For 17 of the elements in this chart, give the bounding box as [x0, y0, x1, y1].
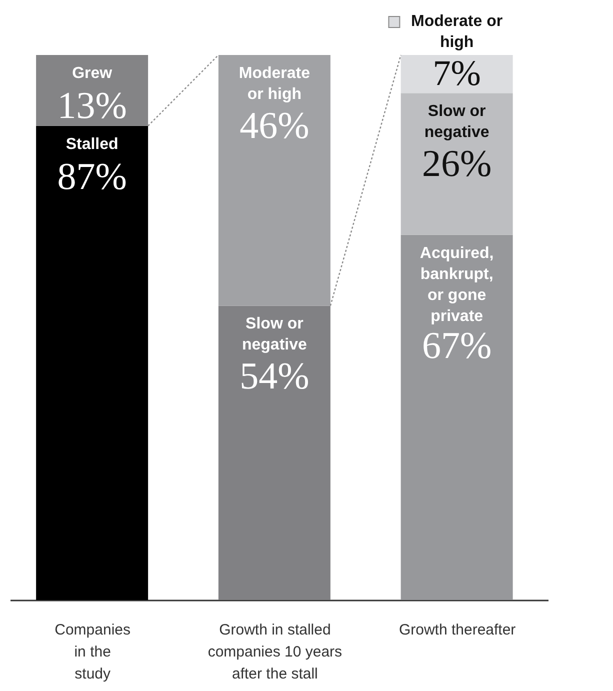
data-label: 67% — [422, 324, 492, 367]
data-label: 87% — [57, 156, 127, 198]
x-tick-label: Companies in the study — [54, 622, 131, 682]
x-tick-label: Growth in stalled companies 10 years after the stall — [208, 622, 342, 682]
series-label: Slow or negative — [424, 103, 490, 142]
series-label: Slow or negative — [242, 316, 307, 354]
data-label: 13% — [57, 85, 127, 127]
data-label: 46% — [240, 105, 310, 147]
x-tick-label: Growth thereafter — [398, 622, 516, 638]
series-label: Grew — [72, 65, 113, 82]
legend-label: Moderate or high — [411, 13, 503, 51]
data-label: 7% — [432, 53, 481, 94]
data-label: 54% — [240, 356, 310, 398]
series-label: Acquired, bankrupt, or gone private — [420, 244, 494, 325]
data-label: 26% — [422, 143, 492, 186]
series-label: Stalled — [66, 136, 118, 153]
series-label: Moderate or high — [238, 65, 310, 103]
